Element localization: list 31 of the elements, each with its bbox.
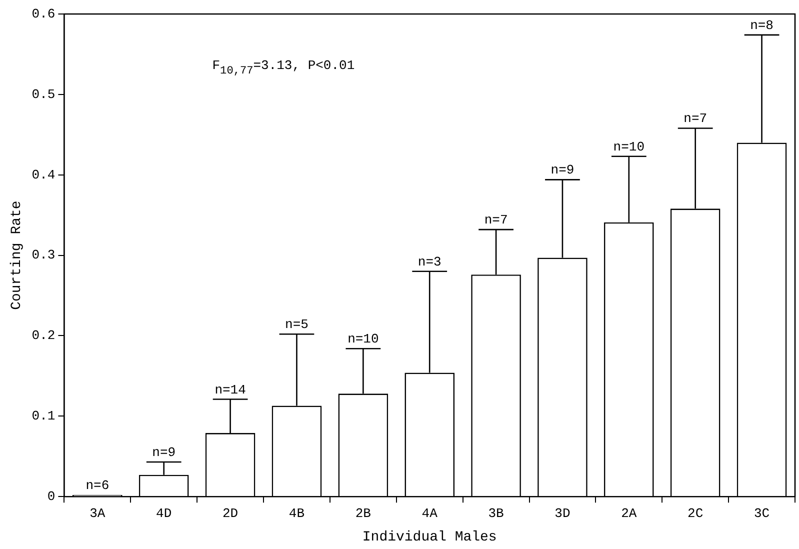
annotation: n=3: [418, 254, 442, 270]
y-tick-label: 0.3: [32, 248, 56, 263]
annotation: n=10: [348, 332, 379, 347]
x-tick-label: 3C: [754, 506, 770, 521]
x-tick-label: 4A: [422, 506, 438, 521]
annotation: n=7: [484, 212, 508, 228]
y-tick-label: 0.4: [32, 167, 56, 182]
y-tick-label: 0.1: [32, 408, 56, 424]
x-tick-label: 2D: [222, 506, 238, 521]
annotation: n=6: [86, 478, 110, 493]
annotation: n=8: [750, 18, 774, 33]
y-tick-label: 0: [47, 489, 56, 504]
x-tick-label: 3A: [90, 506, 106, 521]
x-tick-label: 3D: [554, 506, 570, 521]
y-tick-label: 0.2: [32, 328, 56, 344]
x-tick-label: 2A: [621, 506, 637, 521]
x-tick-label: 4D: [156, 506, 172, 521]
annotation: n=5: [285, 317, 308, 332]
x-tick-label: 2B: [355, 506, 372, 521]
x-tick-label: 4B: [288, 506, 305, 521]
y-axis-title: Courting Rate: [9, 200, 26, 310]
x-tick-label: 3B: [488, 506, 504, 521]
x-tick-label: 2C: [688, 506, 704, 521]
x-axis-title: Individual Males: [362, 529, 497, 546]
annotation: n=7: [684, 111, 708, 126]
y-tick-label: 0.5: [32, 86, 56, 102]
annotation: n=10: [613, 139, 645, 154]
annotation: n=9: [152, 445, 176, 460]
annotation: n=9: [550, 162, 574, 178]
y-tick-label: 0.6: [32, 6, 56, 22]
annotation: n=14: [214, 382, 246, 398]
